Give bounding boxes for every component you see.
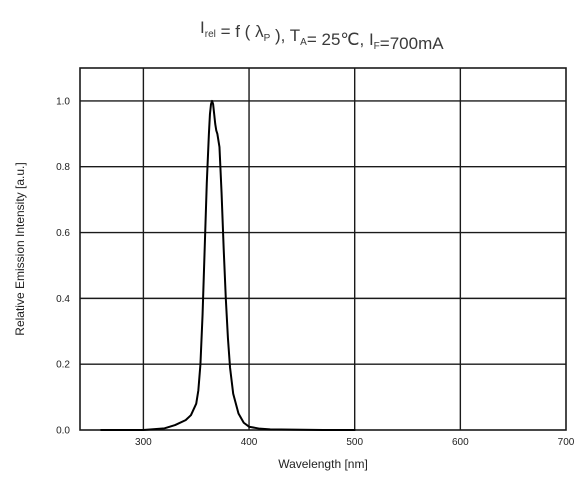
title-subscript: F	[374, 41, 380, 52]
title-part: = 25℃, I	[307, 30, 374, 49]
x-axis-label: Wavelength [nm]	[278, 457, 368, 471]
y-tick-label: 0.8	[56, 162, 70, 173]
title-part: = f ( λ	[216, 22, 264, 41]
x-axis-ticks: 300 400 500 600 700	[135, 437, 575, 448]
y-tick-label: 0.0	[56, 426, 70, 437]
y-tick-label: 1.0	[56, 96, 70, 107]
y-axis-ticks: 0.0 0.2 0.4 0.6 0.8 1.0	[56, 96, 70, 436]
title-subscript: P	[264, 33, 271, 44]
y-tick-label: 0.2	[56, 360, 70, 371]
y-axis-label: Relative Emission Intensity [a.u.]	[13, 162, 27, 335]
x-tick-label: 700	[558, 437, 575, 448]
series-layer	[100, 99, 356, 431]
spectrum-line	[100, 99, 356, 431]
y-tick-label: 0.4	[56, 294, 70, 305]
title-subscript: rel	[205, 29, 216, 40]
y-tick-label: 0.6	[56, 228, 70, 239]
grid	[80, 68, 566, 430]
title-part: ), T	[270, 26, 300, 45]
x-tick-label: 400	[241, 437, 258, 448]
x-tick-label: 600	[452, 437, 469, 448]
plot-frame	[79, 67, 567, 431]
x-tick-label: 500	[346, 437, 363, 448]
chart-title: Irel = f ( λP ), TA= 25℃, IF=700mA	[200, 18, 444, 53]
x-tick-label: 300	[135, 437, 152, 448]
title-part: =700mA	[380, 34, 444, 53]
title-subscript: A	[300, 37, 307, 48]
title-part: I	[200, 18, 205, 37]
